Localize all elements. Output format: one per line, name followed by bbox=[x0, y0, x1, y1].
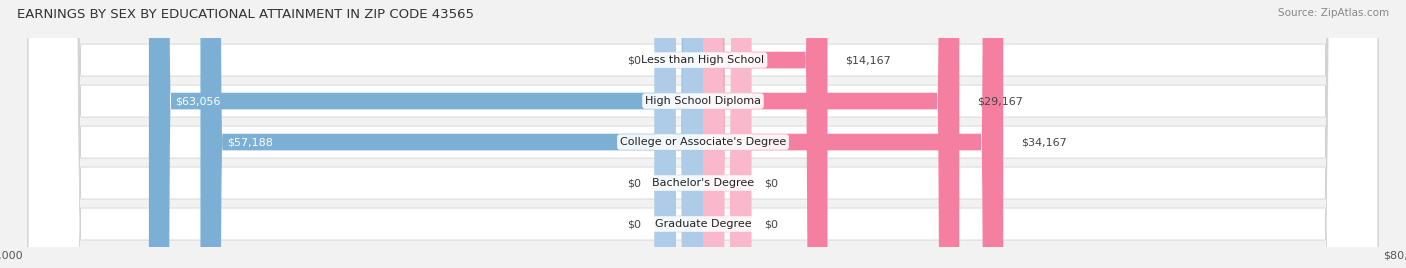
Text: $29,167: $29,167 bbox=[977, 96, 1022, 106]
Text: $57,188: $57,188 bbox=[226, 137, 273, 147]
Text: $34,167: $34,167 bbox=[1021, 137, 1067, 147]
FancyBboxPatch shape bbox=[28, 0, 1378, 268]
Text: College or Associate's Degree: College or Associate's Degree bbox=[620, 137, 786, 147]
Text: Graduate Degree: Graduate Degree bbox=[655, 219, 751, 229]
Text: High School Diploma: High School Diploma bbox=[645, 96, 761, 106]
Text: EARNINGS BY SEX BY EDUCATIONAL ATTAINMENT IN ZIP CODE 43565: EARNINGS BY SEX BY EDUCATIONAL ATTAINMEN… bbox=[17, 8, 474, 21]
Text: $0: $0 bbox=[765, 178, 779, 188]
Text: $0: $0 bbox=[627, 55, 641, 65]
Text: $0: $0 bbox=[765, 219, 779, 229]
FancyBboxPatch shape bbox=[28, 0, 1378, 268]
Text: $63,056: $63,056 bbox=[176, 96, 221, 106]
Text: $0: $0 bbox=[627, 178, 641, 188]
FancyBboxPatch shape bbox=[703, 0, 751, 268]
FancyBboxPatch shape bbox=[28, 0, 1378, 268]
Text: Source: ZipAtlas.com: Source: ZipAtlas.com bbox=[1278, 8, 1389, 18]
FancyBboxPatch shape bbox=[655, 0, 703, 268]
FancyBboxPatch shape bbox=[703, 0, 959, 268]
FancyBboxPatch shape bbox=[28, 0, 1378, 268]
FancyBboxPatch shape bbox=[28, 0, 1378, 268]
Text: $0: $0 bbox=[627, 219, 641, 229]
FancyBboxPatch shape bbox=[149, 0, 703, 268]
FancyBboxPatch shape bbox=[703, 0, 751, 268]
Text: Less than High School: Less than High School bbox=[641, 55, 765, 65]
FancyBboxPatch shape bbox=[655, 0, 703, 268]
FancyBboxPatch shape bbox=[703, 0, 828, 268]
Text: Bachelor's Degree: Bachelor's Degree bbox=[652, 178, 754, 188]
FancyBboxPatch shape bbox=[703, 0, 1004, 268]
Text: $14,167: $14,167 bbox=[845, 55, 891, 65]
FancyBboxPatch shape bbox=[201, 0, 703, 268]
FancyBboxPatch shape bbox=[655, 0, 703, 268]
